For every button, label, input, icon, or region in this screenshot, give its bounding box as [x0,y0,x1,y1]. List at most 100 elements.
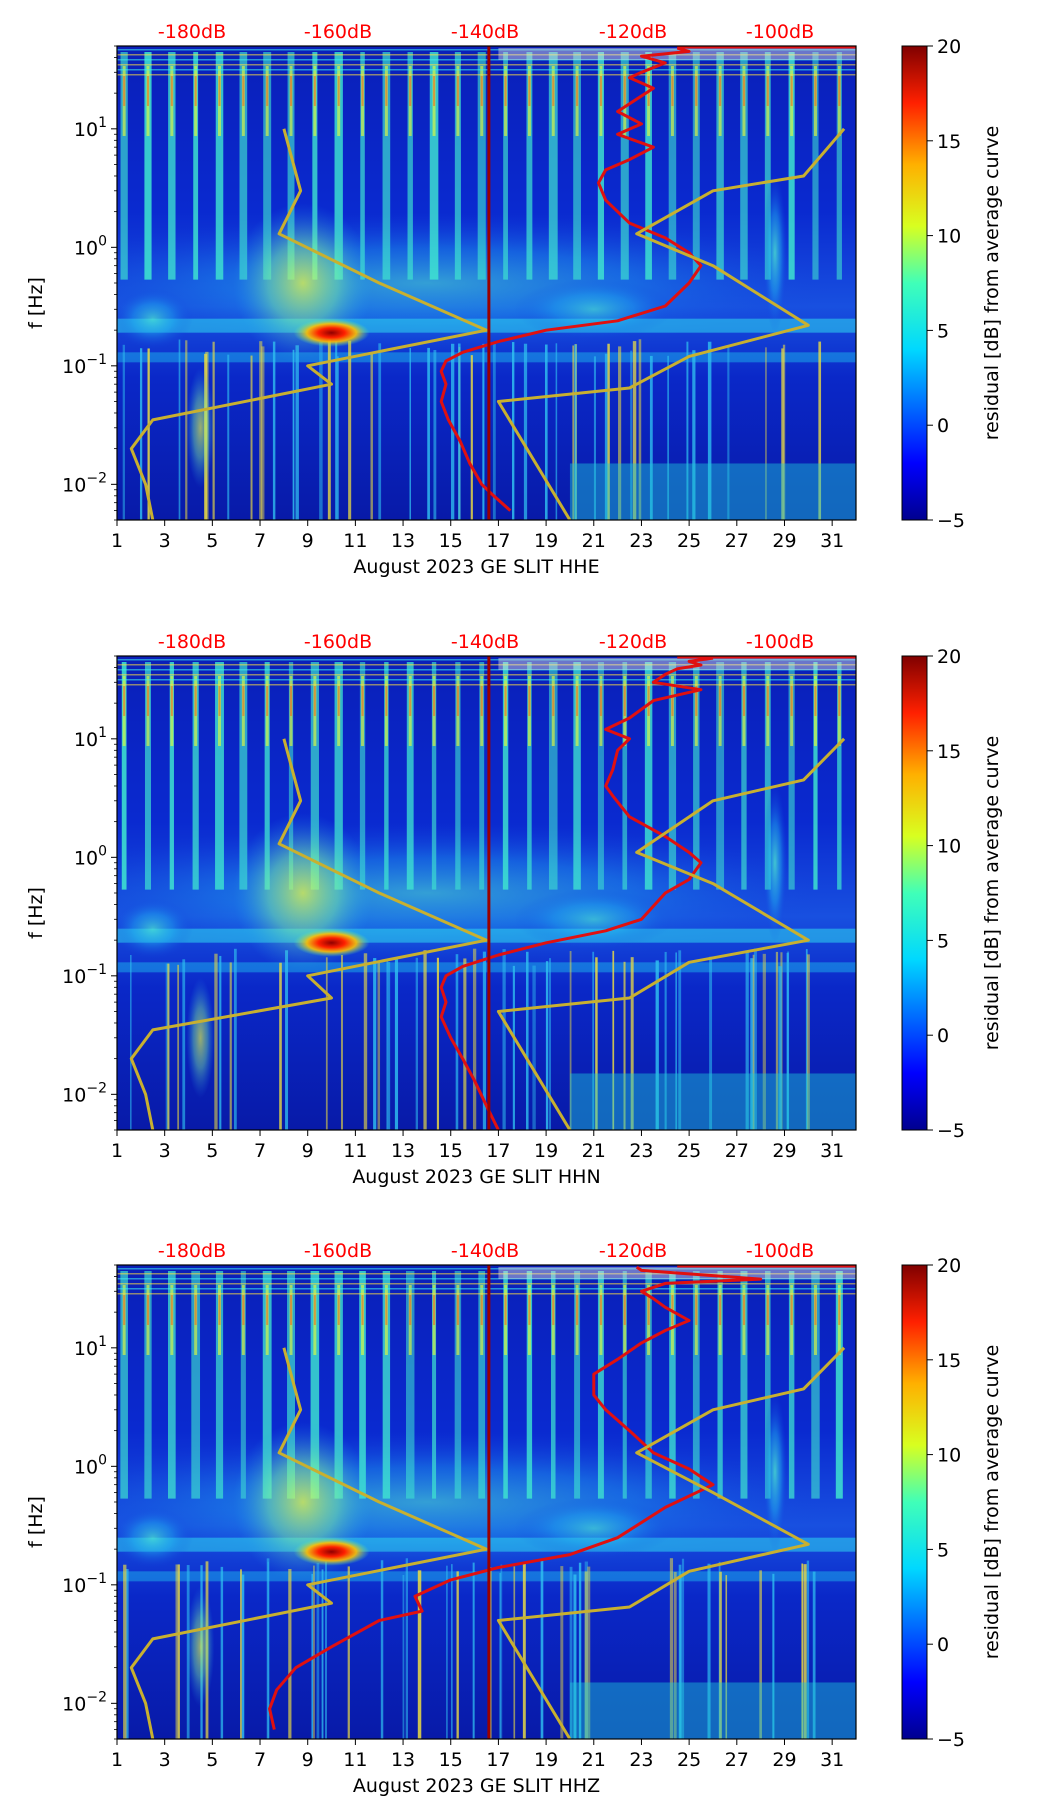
daily-streak-hot [290,686,293,716]
daily-streak-hot [695,76,698,106]
x-tick-label: 15 [439,1140,463,1162]
transient-line [572,345,575,520]
transient-line [612,950,615,1130]
transient-line [649,355,653,520]
x-tick-label: 9 [302,530,314,552]
x-tick-label: 13 [391,1140,415,1162]
daily-streak [548,52,558,280]
transient-line [532,965,536,1130]
hf-line [117,1293,856,1295]
daily-streak [597,52,605,280]
daily-streak [144,52,152,280]
hf-line [117,54,856,56]
transient-line [725,1575,728,1739]
x-tick-label: 15 [439,1749,463,1771]
transient-line [130,954,132,1130]
daily-streak [406,662,414,890]
transient-line [584,1571,588,1739]
daily-streak-hot [838,686,841,716]
transient-line [233,948,237,1130]
daily-streak [550,1271,556,1499]
daily-streak-hot [719,76,722,106]
daily-streak-hot [433,76,436,106]
transient-line [370,351,373,520]
daily-streak-hot [576,76,579,106]
transient-line [214,953,218,1130]
daily-streak-hot [361,686,364,716]
daily-streak [310,662,319,890]
x-tick-label: 29 [772,530,796,552]
daily-streak [620,52,629,280]
transient-line [436,957,439,1130]
colorbar-tick-label: 10 [937,836,961,858]
y-tick-label: 101 [74,725,107,751]
transient-line [378,343,382,520]
daily-streak-hot [576,1295,579,1325]
transient-line [607,343,610,520]
daily-streak-hot [552,76,555,106]
transient-line [147,348,150,520]
hf-line [117,69,856,71]
daily-streak-hot [647,686,650,716]
transient-line [801,1563,804,1739]
daily-streak [812,52,819,280]
x-tick-label: 7 [254,530,266,552]
daily-streak-hot [313,76,316,106]
transient-line [709,956,713,1130]
daily-streak [215,52,224,280]
daily-streak-hot [814,1295,817,1325]
daily-streak [359,662,366,890]
daily-streak [788,52,795,280]
transient-line [463,958,467,1130]
daily-streak [668,662,677,890]
transient-line [587,1566,591,1739]
daily-streak-hot [123,686,126,716]
transient-line [578,1562,582,1739]
daily-streak-hot [146,76,149,106]
hf-line [117,1278,856,1280]
transient-line [664,951,667,1130]
transient-line [513,1566,516,1739]
daily-streak-hot [361,76,364,106]
transient-line [292,349,295,520]
daily-streak-hot [814,76,817,106]
daily-streak [813,662,818,890]
x-tick-label: 19 [534,1749,558,1771]
transient-line [512,965,515,1130]
daily-streak [740,52,748,280]
x-tick-label: 17 [486,1749,510,1771]
daily-streak-hot [433,686,436,716]
daily-streak [287,1271,296,1499]
daily-streak-hot [599,76,602,106]
daily-streak [382,1271,391,1499]
transient-line [409,347,411,520]
daily-streak [503,52,508,280]
daily-streak-hot [290,1295,293,1325]
daily-streak-hot [671,686,674,716]
transient-line [316,1562,320,1739]
daily-streak [597,1271,604,1499]
transient-line [451,1564,453,1739]
mean-psd-curve [439,46,703,512]
daily-streak [811,1271,820,1499]
hf-line [117,59,856,61]
y-tick-label: 101 [74,1334,107,1360]
reference-curve [129,128,488,520]
x-tick-label: 27 [725,1140,749,1162]
transient-line [555,343,558,520]
transient-line [295,345,299,520]
daily-streak-hot [504,686,507,716]
x-axis-label: August 2023 GE SLIT HHN [352,1166,600,1188]
transient-line [261,346,265,520]
colorbar-tick-label: 10 [937,226,961,248]
transient-line [182,959,186,1130]
daily-streak-hot [528,76,531,106]
daily-streak [263,52,272,280]
transient-line [175,1564,178,1739]
daily-streak [240,1271,246,1499]
colorbar-tick-label: 10 [937,1445,961,1467]
daily-streak [429,52,439,280]
hf-line [117,1273,856,1275]
transient-line [123,1564,127,1739]
